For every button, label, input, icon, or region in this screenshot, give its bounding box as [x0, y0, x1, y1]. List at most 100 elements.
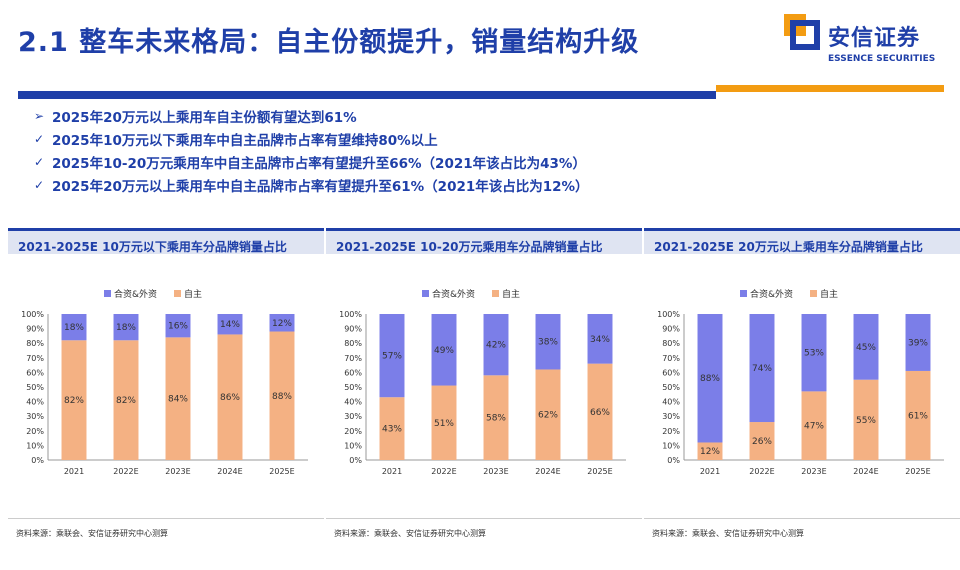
- y-tick-label: 80%: [26, 339, 44, 348]
- data-label-jv: 18%: [64, 323, 84, 333]
- source-note: 资料来源：乘联会、安信证券研究中心测算: [652, 529, 804, 538]
- bar-domestic: [697, 442, 723, 460]
- bar-domestic: [587, 363, 613, 460]
- legend-label: 自主: [184, 288, 202, 300]
- x-tick-label: 2024E: [853, 467, 878, 476]
- data-label-domestic: 43%: [382, 425, 402, 435]
- source-note: 资料来源：乘联会、安信证券研究中心测算: [334, 529, 486, 538]
- source-note: 资料来源：乘联会、安信证券研究中心测算: [16, 529, 168, 538]
- x-tick-label: 2024E: [535, 467, 560, 476]
- bar-jv: [483, 314, 509, 376]
- data-label-jv: 14%: [220, 320, 240, 330]
- bar-jv: [431, 314, 457, 386]
- bar-jv: [587, 314, 613, 364]
- divider: [644, 518, 960, 519]
- panel-title: 2021-2025E 10万元以下乘用车分品牌销量占比: [8, 228, 324, 254]
- x-tick-label: 2021: [382, 467, 402, 476]
- y-tick-label: 90%: [662, 325, 680, 334]
- y-tick-label: 80%: [662, 339, 680, 348]
- y-tick-label: 60%: [26, 368, 44, 377]
- bar-domestic: [61, 340, 87, 460]
- bar-jv: [165, 314, 191, 338]
- x-tick-label: 2023E: [483, 467, 508, 476]
- y-tick-label: 20%: [662, 427, 680, 436]
- legend-swatch: [492, 290, 499, 297]
- data-label-domestic: 47%: [804, 422, 824, 432]
- data-label-jv: 12%: [272, 319, 292, 329]
- bar-domestic: [165, 337, 191, 460]
- bar-domestic: [379, 397, 405, 460]
- y-tick-label: 60%: [662, 368, 680, 377]
- y-tick-label: 70%: [662, 354, 680, 363]
- bullet-text: 2025年20万元以上乘用车自主份额有望达到61%: [52, 109, 357, 126]
- divider: [326, 518, 642, 519]
- check-bullet-icon: ✓: [34, 131, 45, 146]
- y-tick-label: 30%: [26, 412, 44, 421]
- logo-text-cn: 安信证券: [828, 26, 921, 51]
- bar-domestic: [431, 385, 457, 460]
- bullet-item: ✓ 2025年20万元以上乘用车中自主品牌市占率有望提升至61%（2021年该占比…: [34, 173, 589, 196]
- bar-jv: [801, 314, 827, 392]
- bar-jv: [905, 314, 931, 371]
- data-label-jv: 45%: [856, 343, 876, 353]
- legend-label: 合资&外资: [114, 288, 157, 300]
- data-label-domestic: 82%: [116, 396, 136, 406]
- bar-domestic: [269, 331, 295, 460]
- stacked-bar-chart: 合资&外资 自主 0% 10% 20% 30% 40% 50% 60% 70% 80% 90% 100%…: [339, 288, 626, 476]
- stacked-bar-chart: 合资&外资 自主 0% 10% 20% 30% 40% 50% 60% 70% 80% 90% 100%…: [657, 288, 944, 476]
- check-bullet-icon: ✓: [34, 177, 45, 192]
- bar-jv: [61, 314, 87, 341]
- y-tick-label: 90%: [26, 325, 44, 334]
- x-tick-label: 2022E: [431, 467, 456, 476]
- data-label-jv: 49%: [434, 346, 454, 356]
- data-label-domestic: 51%: [434, 419, 454, 429]
- chart-panel-under-10w: 2021-2025E 10万元以下乘用车分品牌销量占比 合资&外资 自主 0% 10%…: [8, 228, 324, 543]
- logo-mark-icon: [784, 14, 820, 50]
- legend-swatch: [740, 290, 747, 297]
- legend-label: 合资&外资: [750, 288, 793, 300]
- bar-jv: [113, 314, 139, 341]
- bar-domestic: [217, 334, 243, 460]
- bar-jv: [535, 314, 561, 370]
- y-tick-label: 40%: [26, 398, 44, 407]
- x-tick-label: 2024E: [217, 467, 242, 476]
- y-tick-label: 80%: [344, 339, 362, 348]
- bar-jv: [697, 314, 723, 443]
- bar-jv: [853, 314, 879, 380]
- data-label-jv: 34%: [590, 335, 610, 345]
- y-tick-label: 60%: [344, 368, 362, 377]
- y-tick-label: 70%: [344, 354, 362, 363]
- y-tick-label: 40%: [344, 398, 362, 407]
- divider: [8, 518, 324, 519]
- data-label-jv: 88%: [700, 374, 720, 384]
- stacked-bar-chart: 合资&外资 自主 0% 10% 20% 30% 40% 50% 60% 70% 80% 90% 100%…: [21, 288, 308, 476]
- legend-swatch: [104, 290, 111, 297]
- data-label-jv: 74%: [752, 364, 772, 374]
- data-label-domestic: 58%: [486, 414, 506, 424]
- data-label-jv: 39%: [908, 338, 928, 348]
- x-tick-label: 2023E: [165, 467, 190, 476]
- chart-panel-over-20w: 2021-2025E 20万元以上乘用车分品牌销量占比 合资&外资 自主 0% 10%…: [644, 228, 960, 543]
- y-tick-label: 70%: [26, 354, 44, 363]
- legend-swatch: [174, 290, 181, 297]
- y-tick-label: 10%: [662, 441, 680, 450]
- bullet-text: 2025年10-20万元乘用车中自主品牌市占率有望提升至66%（2021年该占比…: [52, 155, 586, 172]
- data-label-domestic: 88%: [272, 392, 292, 402]
- bullet-text: 2025年20万元以上乘用车中自主品牌市占率有望提升至61%（2021年该占比为…: [52, 178, 589, 195]
- bar-domestic: [483, 375, 509, 460]
- data-label-domestic: 66%: [590, 408, 610, 418]
- bar-domestic: [801, 391, 827, 460]
- y-tick-label: 20%: [26, 427, 44, 436]
- x-tick-label: 2021: [700, 467, 720, 476]
- bar-jv: [749, 314, 775, 423]
- company-logo: 安信证券 ESSENCE SECURITIES: [784, 14, 944, 70]
- x-tick-label: 2025E: [905, 467, 930, 476]
- y-tick-label: 30%: [344, 412, 362, 421]
- data-label-jv: 38%: [538, 338, 558, 348]
- bar-jv: [379, 314, 405, 398]
- legend-label: 自主: [820, 288, 838, 300]
- y-tick-label: 10%: [26, 441, 44, 450]
- y-tick-label: 50%: [662, 383, 680, 392]
- y-tick-label: 0%: [349, 456, 362, 465]
- data-label-domestic: 55%: [856, 416, 876, 426]
